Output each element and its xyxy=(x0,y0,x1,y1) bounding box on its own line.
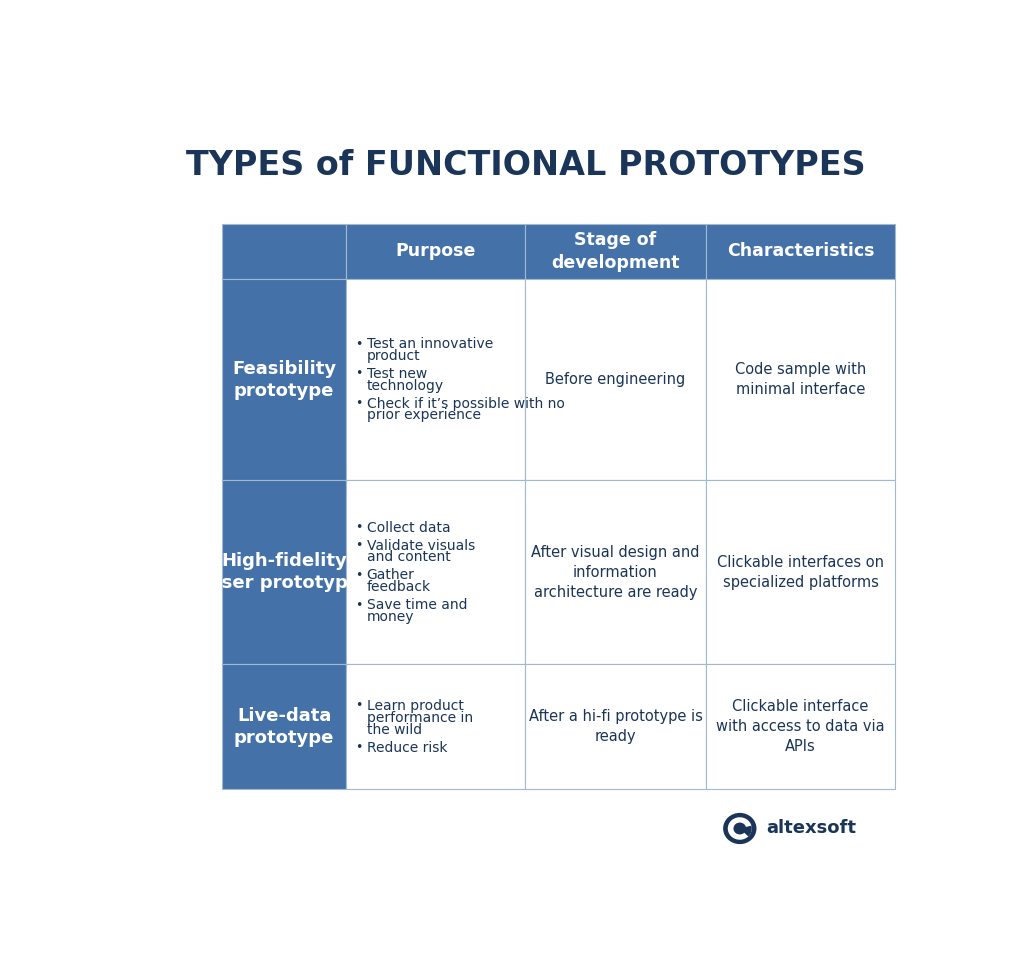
Text: Save time and: Save time and xyxy=(367,598,467,612)
Text: Test an innovative: Test an innovative xyxy=(367,337,493,351)
Bar xyxy=(706,665,895,789)
Text: Test new: Test new xyxy=(367,367,426,381)
Bar xyxy=(525,665,706,789)
Bar xyxy=(346,665,525,789)
Text: Purpose: Purpose xyxy=(396,242,476,261)
Bar xyxy=(221,224,346,279)
Bar xyxy=(525,480,706,665)
Text: Clickable interfaces on
specialized platforms: Clickable interfaces on specialized plat… xyxy=(718,555,884,590)
Text: technology: technology xyxy=(367,379,444,393)
Text: money: money xyxy=(367,610,414,624)
Bar xyxy=(221,480,346,665)
Text: prior experience: prior experience xyxy=(367,409,481,422)
Text: •: • xyxy=(355,397,363,410)
Bar xyxy=(346,480,525,665)
Bar xyxy=(346,224,525,279)
Wedge shape xyxy=(740,826,751,837)
Text: product: product xyxy=(367,349,420,363)
Text: Check if it’s possible with no: Check if it’s possible with no xyxy=(367,396,565,411)
Text: Characteristics: Characteristics xyxy=(727,242,874,261)
Bar xyxy=(706,224,895,279)
Text: •: • xyxy=(355,569,363,582)
Circle shape xyxy=(728,817,751,839)
Text: feedback: feedback xyxy=(367,581,430,594)
Bar xyxy=(525,224,706,279)
Circle shape xyxy=(723,812,756,844)
Text: Reduce risk: Reduce risk xyxy=(367,741,447,754)
Text: After a hi-fi prototype is
ready: After a hi-fi prototype is ready xyxy=(529,709,702,744)
Text: Live-data
prototype: Live-data prototype xyxy=(234,707,334,747)
Text: the wild: the wild xyxy=(367,723,421,737)
Text: Learn product: Learn product xyxy=(367,699,463,713)
Text: Validate visuals: Validate visuals xyxy=(367,539,475,553)
Text: Stage of
development: Stage of development xyxy=(551,232,680,271)
Text: Before engineering: Before engineering xyxy=(545,372,686,387)
Text: and content: and content xyxy=(367,551,450,564)
Text: performance in: performance in xyxy=(367,711,473,724)
Text: •: • xyxy=(355,699,363,713)
Text: TYPES of FUNCTIONAL PROTOTYPES: TYPES of FUNCTIONAL PROTOTYPES xyxy=(186,150,865,183)
Text: Code sample with
minimal interface: Code sample with minimal interface xyxy=(735,362,866,397)
Text: After visual design and
information
architecture are ready: After visual design and information arch… xyxy=(531,545,700,600)
Text: •: • xyxy=(355,367,363,381)
Text: •: • xyxy=(355,599,363,611)
Text: Feasibility
prototype: Feasibility prototype xyxy=(232,359,336,400)
Text: Clickable interface
with access to data via
APIs: Clickable interface with access to data … xyxy=(716,699,885,754)
Text: High-fidelity
user prototype: High-fidelity user prototype xyxy=(208,553,360,592)
Text: altexsoft: altexsoft xyxy=(766,819,856,838)
Bar xyxy=(525,279,706,480)
Text: •: • xyxy=(355,522,363,534)
Text: Collect data: Collect data xyxy=(367,521,450,535)
Text: •: • xyxy=(355,539,363,553)
Bar xyxy=(221,665,346,789)
Text: •: • xyxy=(355,741,363,754)
Bar xyxy=(706,279,895,480)
Text: Gather: Gather xyxy=(367,568,414,582)
Text: •: • xyxy=(355,337,363,351)
Bar xyxy=(706,480,895,665)
Circle shape xyxy=(734,823,746,835)
Bar xyxy=(346,279,525,480)
Bar xyxy=(221,279,346,480)
